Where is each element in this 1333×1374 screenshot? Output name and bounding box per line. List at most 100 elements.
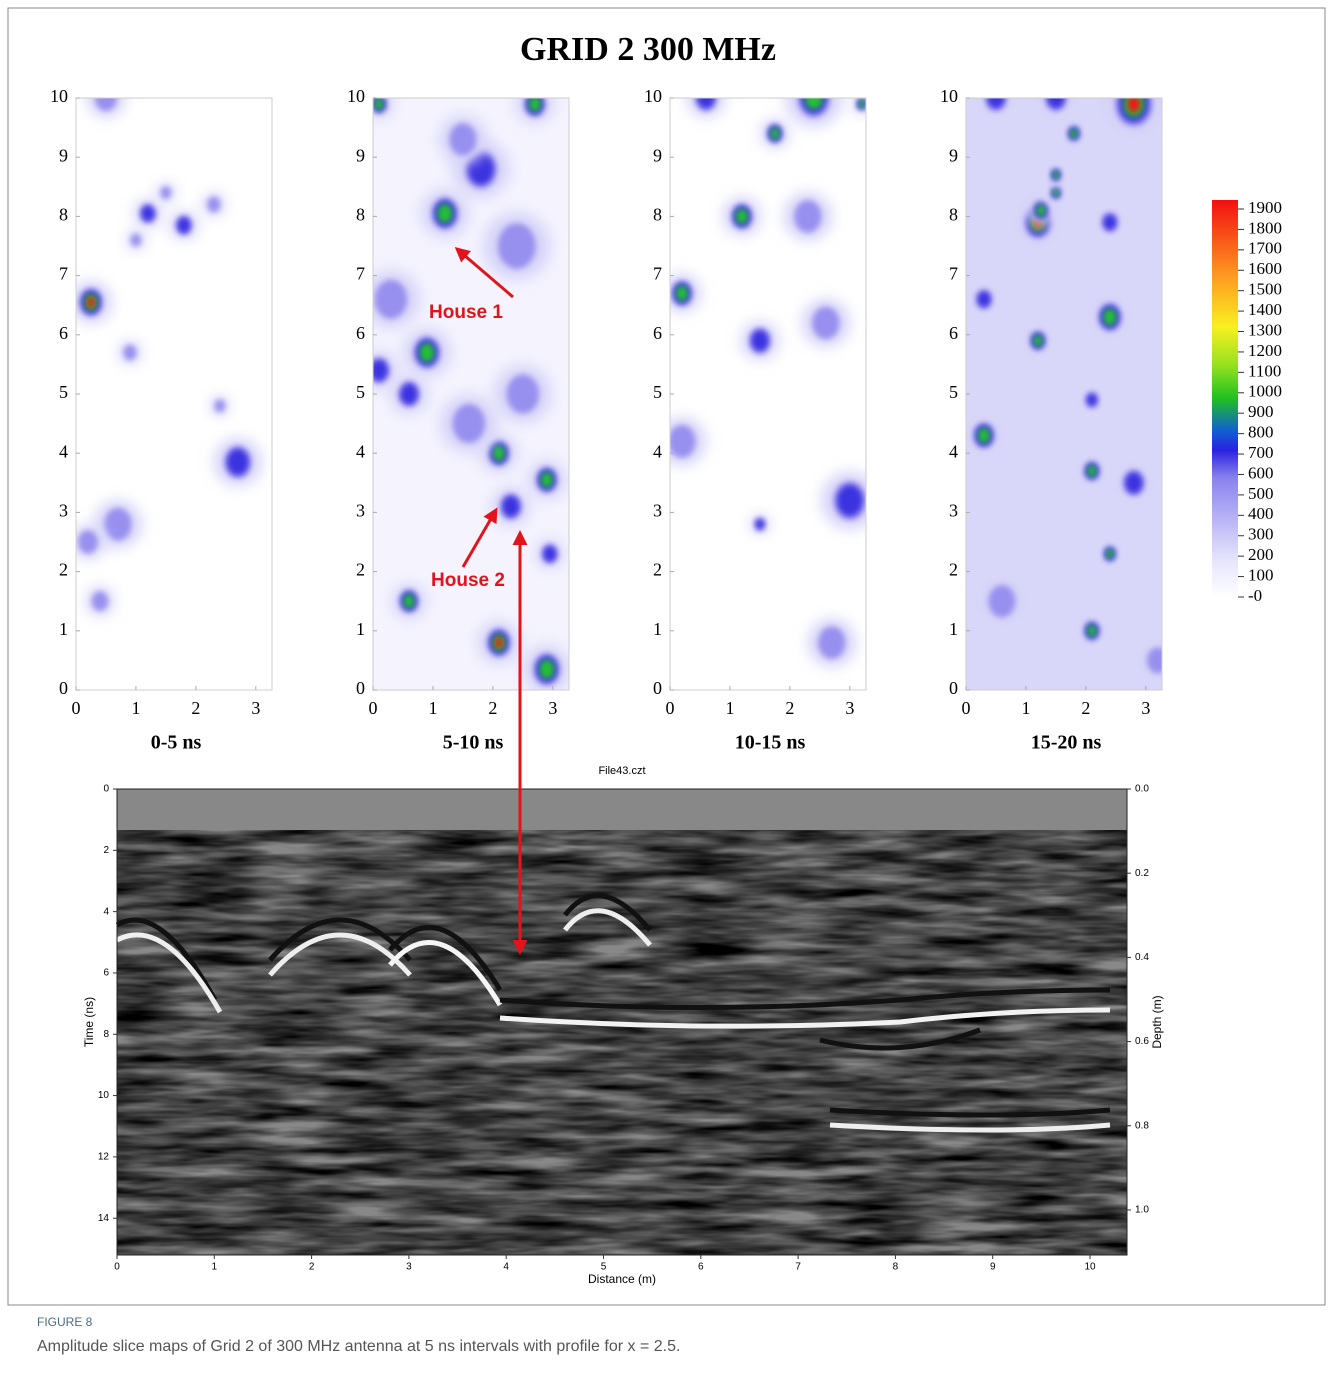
figure-title: GRID 2 300 MHz (520, 31, 776, 68)
x-tick-label: 4 (503, 1262, 509, 1273)
x-tick-label: 1 (131, 698, 140, 718)
anomaly (543, 546, 557, 562)
anomaly (468, 153, 494, 185)
colorbar-label: 1400 (1248, 300, 1282, 319)
y-tick-label: 1 (356, 619, 365, 639)
anomaly (670, 425, 696, 458)
y-tick-label: 6 (103, 968, 109, 979)
anomaly (675, 285, 688, 302)
x-tick-label: 2 (191, 698, 200, 718)
anomaly (735, 208, 748, 225)
colorbar-label: 300 (1248, 525, 1274, 544)
arrow (461, 507, 498, 568)
anomaly (818, 626, 846, 659)
y2-tick-label: 0.4 (1135, 952, 1149, 963)
x-tick-label: 0 (114, 1262, 120, 1273)
slice-map (76, 98, 272, 690)
anomaly (1087, 625, 1097, 637)
panel-label: 5-10 ns (443, 732, 504, 754)
anomaly (528, 98, 541, 112)
y-tick-label: 6 (653, 323, 662, 343)
y-tick-label: 0 (949, 678, 958, 698)
x-tick-label: 3 (406, 1262, 412, 1273)
y-tick-label: 5 (356, 382, 365, 402)
colorbar-label: 700 (1248, 443, 1274, 462)
anomaly (837, 485, 863, 517)
x-tick-label: 0 (962, 698, 971, 718)
x-axis-label: Distance (m) (588, 1272, 656, 1286)
x-tick-label: 6 (698, 1262, 704, 1273)
anomaly (755, 519, 765, 530)
anomaly (403, 594, 415, 609)
x-tick-label: 2 (785, 698, 794, 718)
panel-label: 15-20 ns (1031, 732, 1102, 754)
anomaly (437, 203, 453, 224)
radargram-texture (117, 830, 1127, 1255)
colorbar-label: 1000 (1248, 382, 1282, 401)
anomaly (374, 98, 384, 110)
y-tick-label: 3 (949, 501, 958, 521)
x-tick-label: 0 (72, 698, 81, 718)
slice-map (670, 98, 866, 690)
x-tick-label: 2 (488, 698, 497, 718)
annotation: House 2 (431, 570, 505, 591)
y-tick-label: 2 (653, 560, 662, 580)
y-tick-label: 9 (949, 145, 958, 165)
anomaly (160, 186, 172, 200)
y-tick-label: 9 (653, 145, 662, 165)
anomaly (177, 217, 191, 234)
y-tick-label: 8 (356, 205, 365, 225)
y-tick-label: 10 (940, 86, 958, 106)
annotation: House 1 (429, 302, 503, 323)
y-tick-label: 2 (949, 560, 958, 580)
slice-bg (670, 98, 866, 690)
colorbar-gradient (1212, 200, 1238, 597)
slice-map (966, 98, 1162, 690)
y-tick-label: 1 (949, 619, 958, 639)
anomaly (123, 344, 137, 361)
colorbar-label: 400 (1248, 504, 1274, 523)
y-tick-label: 5 (949, 382, 958, 402)
panel-label: 10-15 ns (735, 732, 806, 754)
anomaly (492, 445, 505, 461)
anomaly (539, 659, 555, 679)
y-tick-label: 14 (98, 1213, 110, 1224)
x-tick-label: 3 (1141, 698, 1150, 718)
y-tick-label: 2 (59, 560, 68, 580)
colorbar-label: 200 (1248, 545, 1274, 564)
colorbar-label: 1500 (1248, 280, 1282, 299)
y-tick-label: 12 (98, 1152, 110, 1163)
arrow (454, 247, 514, 299)
y-tick-label: 3 (59, 501, 68, 521)
anomaly (804, 98, 823, 110)
anomaly (812, 306, 840, 340)
anomaly (1070, 128, 1078, 139)
anomaly (373, 360, 388, 381)
y-tick-label: 2 (103, 845, 109, 856)
y-tick-label: 1 (653, 619, 662, 639)
anomaly (977, 427, 990, 444)
anomaly (130, 233, 142, 247)
colorbar-label: 1700 (1248, 239, 1282, 258)
anomaly (449, 123, 477, 156)
anomaly (91, 591, 109, 611)
colorbar-label: 900 (1248, 402, 1274, 421)
y-tick-label: 1 (59, 619, 68, 639)
y-axis-label: Time (ns) (82, 997, 96, 1047)
x-tick-label: 1 (1021, 698, 1030, 718)
anomaly (1047, 98, 1065, 109)
anomaly (506, 374, 540, 414)
x-tick-label: 10 (1084, 1262, 1096, 1273)
x-tick-label: 3 (251, 698, 260, 718)
y-tick-label: 0 (59, 678, 68, 698)
y-tick-label: 7 (653, 264, 662, 284)
caption-text: Amplitude slice maps of Grid 2 of 300 MH… (37, 1338, 680, 1355)
anomaly (1103, 308, 1117, 326)
y-tick-label: 10 (98, 1090, 110, 1101)
anomaly (78, 530, 98, 554)
anomaly (1052, 171, 1059, 179)
y2-tick-label: 0.8 (1135, 1120, 1149, 1131)
anomaly (227, 449, 249, 475)
